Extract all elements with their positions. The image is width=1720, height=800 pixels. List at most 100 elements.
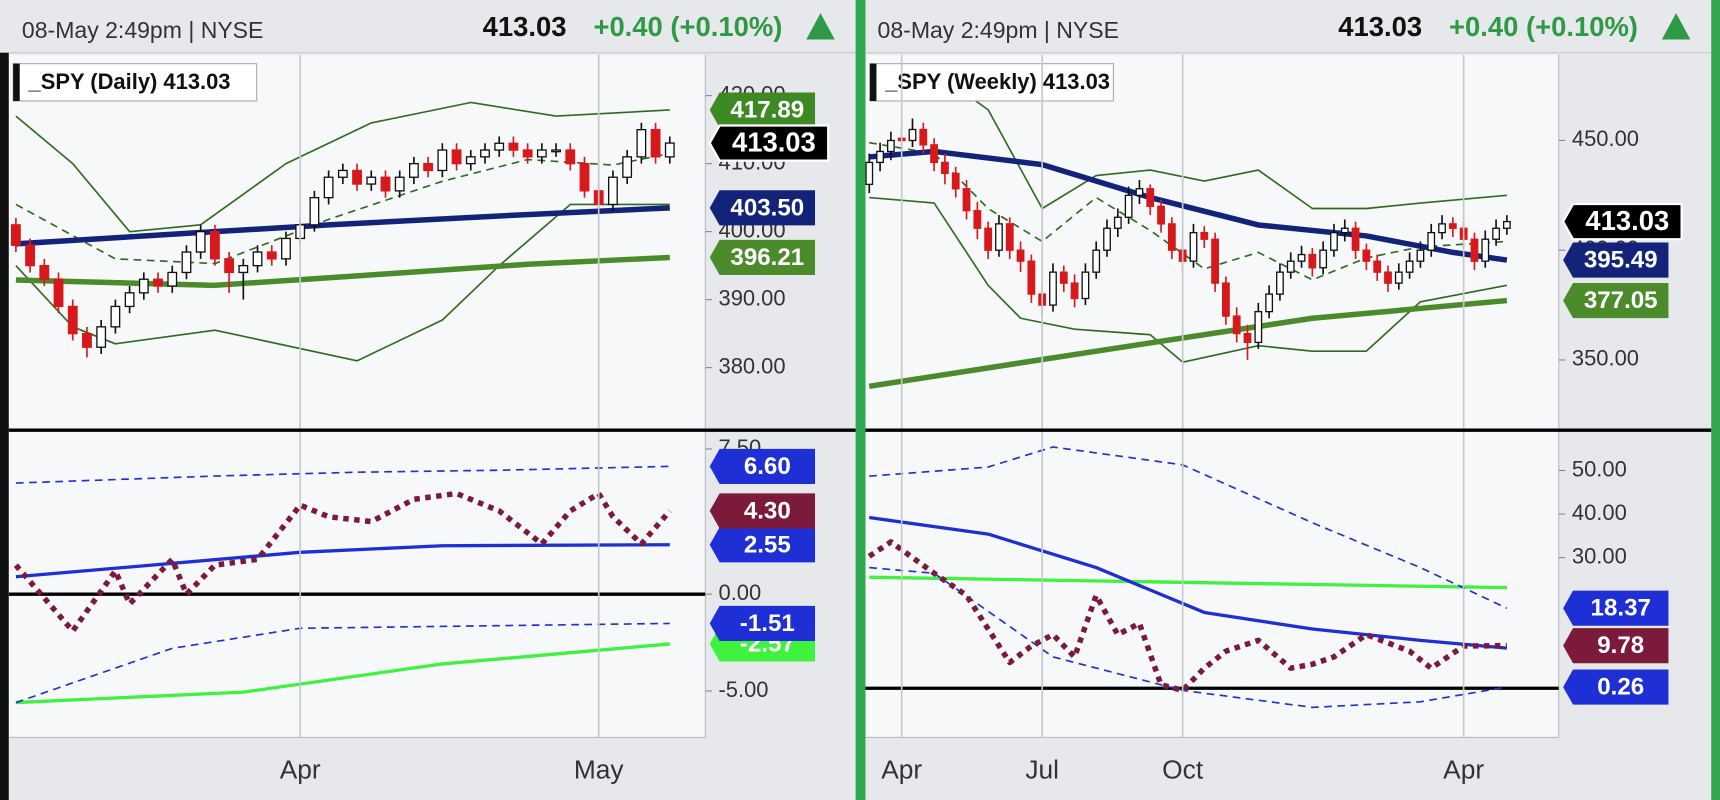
candle-body [480,149,490,158]
plot [865,70,1511,389]
x-tick-label: Apr [1443,754,1484,784]
candle-body [962,188,971,212]
value-badge-label: 413.03 [1585,205,1669,236]
series-line [15,101,670,233]
x-tick-label: Apr [280,754,321,784]
value-badge-label: 9.78 [1597,632,1644,659]
legend-text: _SPY (Daily) 413.03 [28,69,231,94]
candle-body [181,251,192,274]
candle-body [865,161,874,186]
plot-area [865,54,1559,738]
candle-body [1157,205,1165,225]
candle-body [110,305,121,328]
candle-body [1319,249,1328,269]
candle-body [465,156,476,165]
candle-body [1340,227,1349,234]
candle-body [1265,293,1274,313]
value-badge-label: -1.51 [740,610,795,637]
series-line [15,543,670,579]
value-badge-label: 377.05 [1584,287,1658,314]
candle-body [408,162,419,178]
panel-divider [855,0,866,800]
y-tick-label: 50.00 [1572,456,1627,481]
candle-body [1297,253,1306,262]
candle-body [1049,271,1057,306]
value-badge [709,527,816,563]
y-tick-label: 30.00 [1572,543,1627,568]
candle-body [1362,249,1371,262]
series-line [13,490,672,634]
up-arrow [806,13,835,40]
up-arrow [1661,13,1691,40]
value-badge-label: 396.21 [730,244,804,271]
legend-marker [869,63,877,101]
series-line [869,575,1507,590]
candle-body [252,251,263,267]
candle-body [1211,238,1219,284]
value-badge-label: 413.03 [732,126,816,157]
candle-body [1113,216,1122,229]
candle-body [565,149,576,165]
candle-body [579,162,590,192]
candle-body [1330,231,1338,251]
y-tick-label: 0.00 [718,580,761,605]
plot [10,101,675,362]
candle-body [536,149,547,158]
candle-body [995,223,1003,251]
candle-body [1373,260,1382,273]
candle-body [323,176,334,199]
candle-body [1308,253,1317,269]
candle-body [636,129,647,158]
candle-body [494,142,505,151]
x-tick-label: Jul [1025,754,1059,784]
candle-body [1005,223,1014,251]
candle-body [1146,188,1155,207]
candle-body [622,156,633,178]
candle-body [876,150,884,164]
plot-area [8,54,706,738]
candle-body [1276,271,1284,295]
candle-body [973,210,982,229]
candle-body [1427,231,1436,251]
value-badge [1563,590,1669,626]
candle-body [394,176,405,192]
timestamp: 08-May 2:49pm | NYSE [22,17,263,43]
candle-body [1243,332,1252,344]
candle-body [1351,227,1360,251]
candle-body [423,162,434,172]
candle-body [951,172,960,190]
last-price: 413.03 [1338,11,1422,42]
price-change: +0.40 (+0.10%) [1449,11,1638,42]
candle-body [664,142,675,158]
candle-body [195,230,206,253]
candle-body [82,332,92,348]
value-badge [1563,669,1669,705]
candle-body [96,326,107,348]
candle-body [508,142,519,151]
candle-body [1200,231,1209,240]
candle-body [209,230,220,260]
candle-body [941,161,949,175]
value-badge-label: 6.60 [744,453,791,480]
value-badge [709,190,816,226]
value-badge [1561,202,1683,241]
value-badge [709,448,816,484]
candle-body [908,128,917,142]
value-badge [708,124,830,162]
legend-box [12,63,258,102]
candle-body [930,144,939,164]
candle-body [224,258,235,274]
value-badge-label: 2.55 [744,531,791,558]
candle-body [437,149,448,172]
value-badge [1563,242,1669,278]
candle-body [309,196,320,226]
y-tick-label: 40.00 [1572,500,1627,525]
candle-body [1124,194,1133,218]
value-badge-label: 403.50 [730,194,804,221]
value-badge-label: 18.37 [1591,595,1651,622]
candle-body [608,176,618,206]
legend-text: _SPY (Weekly) 413.03 [884,69,1110,94]
candle-body [1167,223,1176,251]
